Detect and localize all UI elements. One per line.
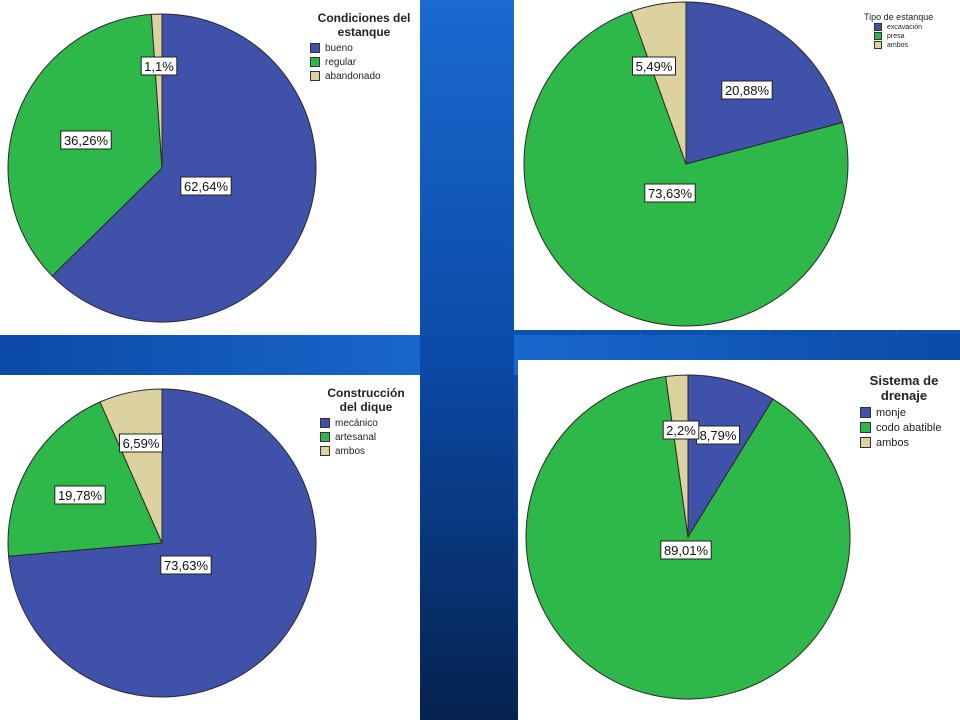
legend-swatch bbox=[860, 407, 871, 419]
legend-item-abandonado: abandonado bbox=[310, 71, 418, 82]
data-label: 8,79% bbox=[696, 425, 740, 445]
data-label-box bbox=[721, 80, 773, 100]
legend-swatch bbox=[874, 41, 882, 50]
pie-chart-dique: 73,63% 19,78% 6,59% bbox=[7, 388, 317, 698]
legend-label: bueno bbox=[325, 42, 353, 54]
data-label-text: 89,01% bbox=[664, 543, 709, 558]
chart-panel-condiciones: 62,64% 36,26% 1,1% Condiciones del estanqu… bbox=[0, 0, 420, 335]
legend-label: regular bbox=[325, 56, 357, 68]
legend-label: artesanal bbox=[335, 431, 377, 443]
legend-item-artesanal: artesanal bbox=[320, 432, 412, 443]
legend-swatch bbox=[310, 43, 320, 54]
legend-label: excavación bbox=[887, 23, 923, 31]
data-label-text: 20,88% bbox=[725, 83, 770, 98]
data-label-text: 8,79% bbox=[700, 428, 737, 443]
legend-drenaje: Sistema de drenaje monje codo abatible a… bbox=[852, 373, 956, 449]
legend-label: ambos bbox=[335, 445, 366, 457]
data-label-box bbox=[140, 56, 178, 76]
data-label-text: 6,59% bbox=[123, 436, 160, 451]
data-label-box bbox=[644, 183, 696, 203]
legend-swatch bbox=[860, 422, 871, 434]
data-label-text: 36,26% bbox=[64, 133, 109, 148]
data-label-box bbox=[60, 130, 112, 150]
pie-chart-condiciones: 62,64% 36,26% 1,1% bbox=[7, 13, 317, 323]
legend-title: Condiciones del estanque bbox=[317, 11, 411, 39]
data-label: 62,64% bbox=[180, 176, 232, 196]
data-label-text: 1,1% bbox=[144, 59, 174, 74]
legend-label: presa bbox=[887, 32, 905, 40]
data-label-text: 19,78% bbox=[58, 488, 103, 503]
legend-label: abandonado bbox=[325, 70, 381, 82]
pie-slice-ambos bbox=[665, 374, 689, 538]
pie-slice-bueno bbox=[51, 13, 317, 323]
legend-swatch bbox=[320, 446, 330, 457]
data-label-box bbox=[54, 485, 106, 505]
data-label: 36,26% bbox=[60, 130, 112, 150]
legend-label: mecánico bbox=[335, 417, 378, 429]
legend-swatch bbox=[310, 71, 320, 82]
data-label-box bbox=[662, 420, 700, 440]
legend-swatch bbox=[874, 32, 882, 41]
legend-dique: Construcción del dique mecánico artesana… bbox=[320, 386, 412, 457]
legend-title: Sistema de drenaje bbox=[869, 373, 939, 403]
chart-panel-drenaje: 8,79% 89,01% 2,2% Sistema de drenaje monje… bbox=[518, 360, 960, 720]
data-label-box bbox=[180, 176, 232, 196]
data-label: 73,63% bbox=[644, 183, 696, 203]
legend-label: ambos bbox=[887, 41, 909, 49]
data-label: 1,1% bbox=[140, 56, 178, 76]
data-label: 6,59% bbox=[119, 433, 163, 453]
legend-item-excavacion: excavación bbox=[874, 23, 956, 32]
legend-item-presa: presa bbox=[874, 32, 956, 41]
legend-swatch bbox=[320, 432, 330, 443]
legend-item-ambos: ambos bbox=[860, 437, 956, 449]
pie-slice-ambos bbox=[99, 388, 163, 544]
data-label: 20,88% bbox=[721, 80, 773, 100]
chart-panel-tipo: 20,88% 73,63% 5,49% Tipo de estanque excav… bbox=[514, 0, 960, 330]
pie-chart-tipo: 20,88% 73,63% 5,49% bbox=[523, 1, 849, 327]
legend-item-mecanico: mecánico bbox=[320, 418, 412, 429]
data-label-text: 62,64% bbox=[184, 179, 229, 194]
vertical-band bbox=[420, 0, 514, 720]
data-label-box bbox=[660, 540, 712, 560]
legend-item-codo-abatible: codo abatible bbox=[860, 422, 956, 434]
legend-label: codo abatible bbox=[876, 421, 942, 434]
chart-panel-dique: 73,63% 19,78% 6,59% Construcción del dique… bbox=[0, 375, 420, 720]
data-label: 5,49% bbox=[632, 56, 676, 76]
pie-slice-ambos bbox=[630, 1, 687, 165]
data-label-box bbox=[119, 433, 163, 453]
legend-tipo: Tipo de estanque excavación presa ambos bbox=[864, 12, 956, 50]
pie-slice-presa bbox=[523, 10, 849, 327]
legend-swatch bbox=[860, 437, 871, 449]
legend-swatch bbox=[320, 418, 330, 429]
pie-slice-monje bbox=[687, 374, 774, 539]
legend-title: Tipo de estanque bbox=[864, 12, 934, 22]
data-label-text: 5,49% bbox=[636, 59, 673, 74]
pie-slice-codo-abatible bbox=[525, 375, 851, 700]
legend-item-monje: monje bbox=[860, 407, 956, 419]
data-label: 2,2% bbox=[662, 420, 700, 440]
pie-slice-abandonado bbox=[150, 13, 163, 169]
data-label-box bbox=[632, 56, 676, 76]
data-label-text: 2,2% bbox=[666, 423, 696, 438]
legend-item-regular: regular bbox=[310, 57, 418, 68]
legend-swatch bbox=[310, 57, 320, 68]
data-label-text: 73,63% bbox=[164, 558, 209, 573]
data-label: 89,01% bbox=[660, 540, 712, 560]
pie-slice-artesanal bbox=[7, 401, 163, 557]
legend-title: Construcción del dique bbox=[327, 386, 405, 414]
legend-label: monje bbox=[876, 406, 906, 419]
legend-item-ambos: ambos bbox=[320, 446, 412, 457]
legend-item-bueno: bueno bbox=[310, 43, 418, 54]
legend-swatch bbox=[874, 23, 882, 32]
data-label: 73,63% bbox=[160, 555, 212, 575]
pie-chart-drenaje: 8,79% 89,01% 2,2% bbox=[525, 374, 851, 700]
legend-condiciones: Condiciones del estanque bueno regular a… bbox=[310, 11, 418, 82]
legend-item-ambos: ambos bbox=[874, 41, 956, 50]
legend-label: ambos bbox=[876, 436, 910, 449]
data-label-text: 73,63% bbox=[648, 186, 693, 201]
data-label: 19,78% bbox=[54, 485, 106, 505]
data-label-box bbox=[160, 555, 212, 575]
